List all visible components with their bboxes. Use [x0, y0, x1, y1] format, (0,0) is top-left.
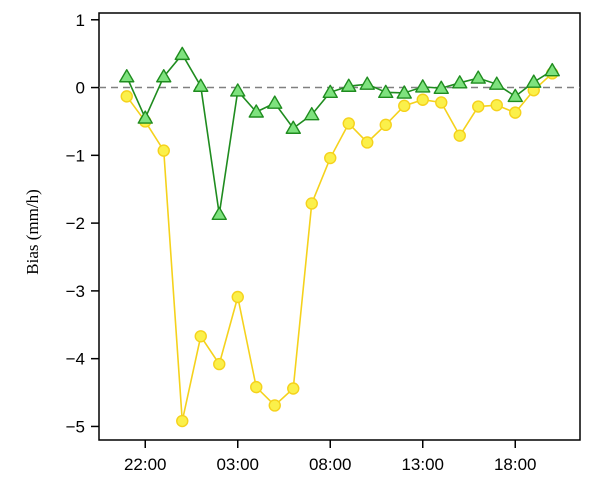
data-point-triangle [470, 70, 486, 84]
data-point-circle [342, 117, 355, 130]
data-point-circle [287, 382, 300, 395]
data-point-circle [379, 118, 392, 132]
data-point-triangle [211, 206, 227, 221]
data-point-circle [231, 290, 244, 304]
y-tick-label: −1 [66, 146, 85, 165]
x-tick-label: 08:00 [309, 455, 352, 474]
data-point-triangle [156, 69, 172, 83]
data-point-triangle [507, 88, 523, 103]
data-point-triangle [526, 74, 542, 88]
y-axis: 1 0 −1 −2 −3 −4 −5 [66, 11, 99, 436]
data-point-circle [120, 90, 133, 103]
data-point-circle [250, 380, 263, 394]
data-point-circle [509, 106, 522, 119]
data-point-triangle [193, 78, 209, 92]
x-tick-label: 18:00 [494, 455, 537, 474]
data-point-triangle [378, 84, 394, 99]
data-point-triangle [433, 80, 449, 94]
data-point-triangle [248, 104, 264, 118]
y-axis-title: Bias (mm/h) [23, 189, 42, 274]
x-axis: 22:00 03:00 08:00 13:00 18:00 [124, 440, 537, 474]
series-line [126, 52, 553, 215]
series-line [126, 72, 553, 422]
data-point-triangle [230, 83, 246, 97]
data-point-circle [490, 98, 503, 112]
series-circle [120, 67, 559, 428]
data-point-triangle [174, 46, 190, 61]
data-point-triangle [359, 76, 375, 90]
data-point-triangle [285, 120, 301, 134]
data-point-triangle [322, 84, 338, 99]
data-point-triangle [415, 79, 431, 93]
y-tick-label: −2 [66, 214, 85, 233]
y-tick-label: 1 [76, 11, 85, 30]
data-point-circle [157, 144, 170, 157]
series-triangle [119, 46, 560, 221]
data-point-triangle [341, 78, 357, 92]
x-tick-label: 03:00 [216, 455, 259, 474]
data-point-triangle [119, 69, 135, 83]
data-point-circle [361, 136, 374, 149]
y-tick-label: 0 [76, 79, 85, 98]
data-point-circle [453, 129, 466, 142]
data-point-triangle [489, 76, 505, 90]
data-point-circle [472, 100, 485, 113]
data-point-circle [324, 151, 337, 165]
series-layer [119, 46, 560, 428]
data-point-triangle [304, 106, 320, 121]
data-point-circle [194, 330, 207, 343]
x-tick-label: 13:00 [401, 455, 444, 474]
data-point-circle [176, 414, 189, 428]
y-tick-label: −4 [66, 350, 85, 369]
x-tick-label: 22:00 [124, 455, 167, 474]
y-tick-label: −3 [66, 282, 85, 301]
data-point-triangle [544, 62, 560, 77]
data-point-triangle [452, 75, 468, 89]
data-point-triangle [137, 110, 153, 124]
data-point-circle [416, 93, 429, 106]
data-point-circle [268, 399, 281, 412]
data-point-circle [398, 99, 411, 113]
y-tick-label: −5 [66, 417, 85, 436]
data-point-circle [213, 357, 226, 371]
data-point-circle [305, 197, 318, 210]
data-point-triangle [396, 85, 412, 99]
plot-frame [98, 12, 581, 441]
data-point-circle [435, 96, 448, 109]
data-point-triangle [267, 95, 283, 109]
